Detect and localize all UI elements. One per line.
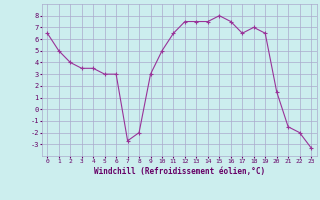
- X-axis label: Windchill (Refroidissement éolien,°C): Windchill (Refroidissement éolien,°C): [94, 167, 265, 176]
